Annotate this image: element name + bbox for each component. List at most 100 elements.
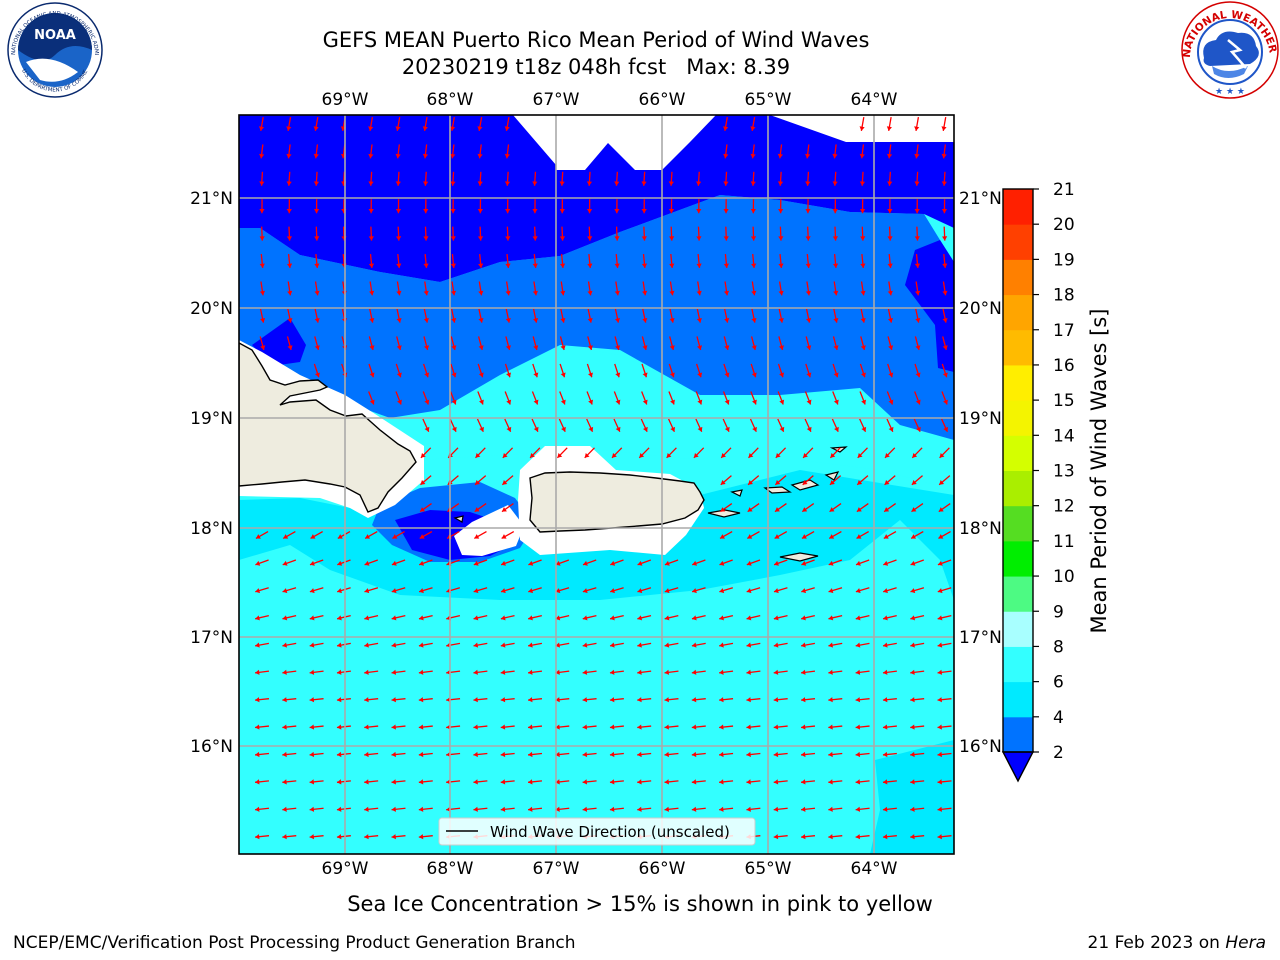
wind-wave-arrow xyxy=(914,144,920,159)
wind-wave-arrow xyxy=(805,144,811,159)
wind-wave-arrow xyxy=(801,614,815,621)
wind-wave-arrow xyxy=(691,587,706,594)
lat-label-right: 20°N xyxy=(959,299,1002,319)
wind-wave-arrow xyxy=(746,806,761,812)
colorbar-tick-label: 10 xyxy=(1053,567,1075,587)
wind-wave-arrow xyxy=(723,144,729,159)
wind-wave-arrow xyxy=(937,614,952,621)
map-legend: Wind Wave Direction (unscaled) xyxy=(438,817,756,846)
wind-wave-arrow xyxy=(882,724,897,730)
wind-wave-arrow xyxy=(937,751,952,758)
wind-wave-arrow xyxy=(828,614,843,621)
wind-wave-arrow xyxy=(751,308,757,323)
wind-wave-arrow xyxy=(505,199,511,214)
wind-wave-arrow xyxy=(778,253,784,269)
wind-wave-arrow xyxy=(746,669,761,675)
wind-wave-arrow xyxy=(313,171,320,186)
wind-wave-arrow xyxy=(719,614,734,621)
wind-wave-arrow xyxy=(422,391,430,405)
lat-label-left: 20°N xyxy=(190,299,233,319)
wind-wave-arrow xyxy=(802,475,814,486)
wind-wave-arrow xyxy=(395,363,402,378)
wind-wave-arrow xyxy=(309,697,324,703)
wind-wave-arrow xyxy=(910,587,925,594)
colorbar-swatch xyxy=(1003,400,1033,436)
nws-ring-text: NATIONAL WEATHER SERVICE xyxy=(0,0,1279,58)
colorbar-tick-label: 4 xyxy=(1053,708,1064,728)
wind-wave-arrow xyxy=(582,724,597,730)
wind-wave-arrow xyxy=(555,751,570,758)
colorbar-tick-label: 18 xyxy=(1053,286,1075,306)
wind-wave-arrow xyxy=(500,669,515,675)
wind-wave-arrow xyxy=(800,751,816,758)
wind-wave-arrow xyxy=(614,171,620,186)
lon-label-bottom: 68°W xyxy=(427,859,474,879)
wind-wave-arrow xyxy=(391,779,406,785)
wind-wave-arrow xyxy=(560,308,566,323)
wind-wave-arrow xyxy=(473,697,488,703)
wind-wave-arrow xyxy=(336,751,351,758)
wind-wave-arrow xyxy=(855,669,870,675)
wind-wave-arrow xyxy=(259,144,265,159)
wind-wave-arrow xyxy=(609,669,624,675)
wind-wave-arrow xyxy=(559,226,566,241)
wind-wave-arrow xyxy=(855,779,870,785)
wind-wave-arrow xyxy=(255,614,269,621)
wind-wave-arrow xyxy=(723,363,730,378)
wind-wave-arrow xyxy=(478,281,484,296)
wind-wave-arrow xyxy=(310,530,323,540)
wind-wave-arrow xyxy=(504,391,512,405)
wind-wave-arrow xyxy=(669,336,675,351)
wind-wave-arrow xyxy=(886,391,894,405)
wind-wave-arrow xyxy=(449,391,457,405)
wind-wave-arrow xyxy=(582,587,597,594)
wind-wave-arrow xyxy=(582,642,597,648)
wind-wave-arrow xyxy=(668,363,675,378)
wind-wave-arrow xyxy=(478,253,484,269)
wind-wave-arrow xyxy=(719,724,734,730)
wind-wave-arrow xyxy=(282,559,297,566)
colorbar-tick-label: 15 xyxy=(1053,391,1075,411)
wind-wave-arrow xyxy=(696,226,702,241)
wind-wave-arrow xyxy=(751,253,757,269)
wind-wave-arrow xyxy=(286,171,292,186)
wind-wave-arrow xyxy=(887,363,894,378)
wind-wave-arrow xyxy=(804,391,812,405)
wind-wave-arrow xyxy=(391,834,406,840)
wind-wave-arrow xyxy=(286,226,293,241)
wind-wave-arrow xyxy=(748,447,759,459)
wind-wave-arrow xyxy=(500,587,515,594)
wind-wave-arrow xyxy=(723,336,730,351)
noaa-logo: NOAA NATIONAL OCEANIC AND ATMOSPHERIC AD… xyxy=(0,0,103,98)
wind-wave-arrow xyxy=(418,724,433,730)
wind-wave-arrow xyxy=(391,697,406,703)
wind-wave-arrow xyxy=(855,614,870,621)
wind-wave-arrow xyxy=(477,144,483,159)
wind-wave-arrow xyxy=(422,144,429,159)
wind-wave-arrow xyxy=(504,171,511,186)
colorbar-tick-label: 17 xyxy=(1053,321,1075,341)
wind-wave-arrow xyxy=(723,199,729,214)
wind-wave-arrow xyxy=(641,336,648,351)
wind-wave-arrow xyxy=(938,503,951,513)
wind-wave-arrow xyxy=(887,199,893,214)
wind-wave-arrow xyxy=(856,475,869,486)
wind-wave-arrow xyxy=(774,530,788,540)
wind-wave-arrow xyxy=(395,391,402,405)
wind-wave-arrow xyxy=(887,253,893,269)
wind-wave-arrow xyxy=(773,697,788,703)
wind-wave-arrow xyxy=(859,418,867,433)
wind-wave-arrow xyxy=(586,363,593,378)
wind-wave-arrow xyxy=(614,281,620,296)
colorbar-tick-label: 13 xyxy=(1053,462,1075,482)
wind-wave-arrow xyxy=(586,418,594,433)
colorbar-ticks: 2 4 6 8 9 10 11 12 13 14 15 16 17 18 19 20 21 xyxy=(1033,180,1075,763)
wind-wave-arrow xyxy=(883,587,897,594)
wind-wave-arrow xyxy=(500,806,515,812)
wind-wave-arrow xyxy=(501,475,514,486)
wind-wave-arrow xyxy=(750,391,757,405)
wind-wave-arrow xyxy=(309,834,324,840)
wind-wave-arrow xyxy=(777,144,783,159)
wind-wave-arrow xyxy=(719,559,733,566)
